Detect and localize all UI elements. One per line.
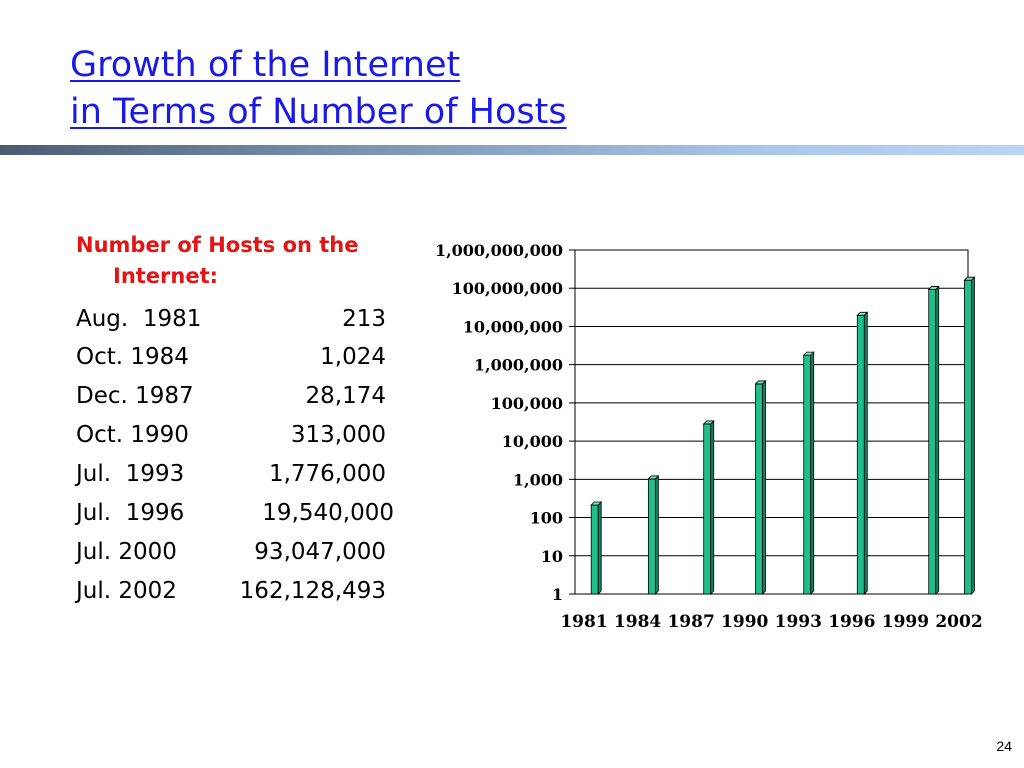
bar-side: [762, 379, 766, 595]
bar-top: [963, 276, 976, 281]
bar: [702, 419, 715, 595]
heading-line-2: Internet:: [113, 264, 219, 288]
row-date: Oct. 1990: [76, 422, 189, 448]
row-date: Jul. 1996: [76, 500, 185, 526]
x-tick-label: 1981: [560, 612, 607, 632]
x-tick-label: 1996: [828, 612, 875, 632]
x-tick-label: 1999: [882, 612, 929, 632]
bar: [963, 276, 976, 595]
y-tick-label: 10,000,000: [463, 317, 563, 336]
row-date: Dec. 1987: [76, 383, 194, 409]
row-hosts: 213: [342, 306, 386, 332]
bar-side: [654, 474, 659, 595]
bar-front: [964, 279, 972, 595]
heading-line-1: Number of Hosts on the: [76, 233, 359, 257]
bar-side: [971, 276, 975, 595]
bar-top: [802, 351, 815, 356]
y-tick-label: 1,000,000,000: [435, 241, 563, 260]
y-tick-label: 10,000: [502, 432, 563, 451]
bar-side: [863, 311, 868, 595]
y-tick-label: 1,000: [513, 470, 563, 489]
hosts-table-heading: Number of Hosts on the Internet:: [76, 230, 421, 292]
x-tick-label: 1984: [614, 612, 661, 632]
plot-area-frame: [574, 249, 969, 595]
bar: [590, 501, 603, 595]
bar-top: [702, 420, 715, 425]
y-tick-label: 100,000,000: [452, 279, 563, 298]
bar-front: [856, 314, 865, 595]
table-row: Jul. 2002 162,128,493: [76, 578, 386, 616]
row-date: Aug. 1981: [76, 306, 202, 332]
bar-side: [710, 419, 715, 595]
bar-top: [856, 311, 869, 316]
bar-top: [590, 501, 603, 506]
bar: [927, 285, 940, 595]
x-tick-label: 2002: [935, 612, 982, 632]
row-hosts: 28,174: [305, 383, 386, 409]
bar: [802, 351, 815, 595]
title-line-1: Growth of the Internet: [70, 45, 461, 85]
x-axis-labels: 1981 1984 1987 1990 1993 1996 1999 2002: [560, 612, 982, 632]
hosts-bar-chart: 1 10 100 1,000 10,000 100,000 1,000,000 10,000,…: [435, 241, 983, 632]
table-row: Jul. 2000 93,047,000: [76, 539, 386, 577]
slide-title: Growth of the Internet in Terms of Numbe…: [70, 42, 567, 136]
row-date: Jul. 2000: [76, 539, 177, 565]
bar: [647, 474, 660, 595]
y-tick-label: 10: [541, 547, 563, 566]
bar-front: [590, 504, 599, 595]
table-row: Jul. 1996 19,540,000: [76, 500, 394, 538]
title-line-2: in Terms of Number of Hosts: [70, 92, 567, 132]
bar-side: [597, 501, 602, 595]
bar: [856, 311, 869, 595]
bar-front: [703, 423, 712, 595]
bar-top: [754, 380, 767, 385]
title-divider-bar: [0, 145, 1024, 155]
row-hosts: 1,024: [320, 344, 386, 370]
page-number: 24: [996, 738, 1012, 754]
bar-front: [928, 289, 937, 595]
table-row: Oct. 1984 1,024: [76, 344, 386, 382]
bar: [754, 379, 767, 595]
x-tick-label: 1990: [721, 612, 768, 632]
row-hosts: 313,000: [290, 422, 386, 448]
bar-front: [803, 354, 812, 595]
row-date: Jul. 1993: [76, 461, 185, 487]
bar-front: [755, 383, 763, 595]
bar-front: [647, 478, 656, 595]
row-date: Oct. 1984: [76, 344, 189, 370]
table-row: Dec. 1987 28,174: [76, 383, 386, 421]
x-tick-label: 1987: [667, 612, 714, 632]
chart-bars: [590, 276, 976, 595]
chart-gridlines: [569, 249, 968, 595]
y-tick-label: 1: [552, 585, 563, 604]
row-hosts: 1,776,000: [268, 461, 386, 487]
table-row: Aug. 1981 213: [76, 306, 386, 344]
row-hosts: 19,540,000: [262, 500, 394, 526]
row-hosts: 162,128,493: [239, 578, 386, 604]
bar-top: [927, 286, 940, 290]
bar-side: [935, 285, 940, 595]
row-hosts: 93,047,000: [254, 539, 386, 565]
row-date: Jul. 2002: [76, 578, 177, 604]
y-tick-label: 100: [530, 509, 563, 528]
y-tick-label: 1,000,000: [474, 356, 563, 375]
x-tick-label: 1993: [775, 612, 822, 632]
bar-side: [810, 351, 815, 595]
table-row: Oct. 1990 313,000: [76, 422, 386, 460]
table-row: Jul. 1993 1,776,000: [76, 461, 386, 499]
y-tick-label: 100,000: [491, 394, 563, 413]
y-axis-labels: 1 10 100 1,000 10,000 100,000 1,000,000 10,000,…: [435, 241, 563, 604]
bar-top: [647, 475, 660, 480]
